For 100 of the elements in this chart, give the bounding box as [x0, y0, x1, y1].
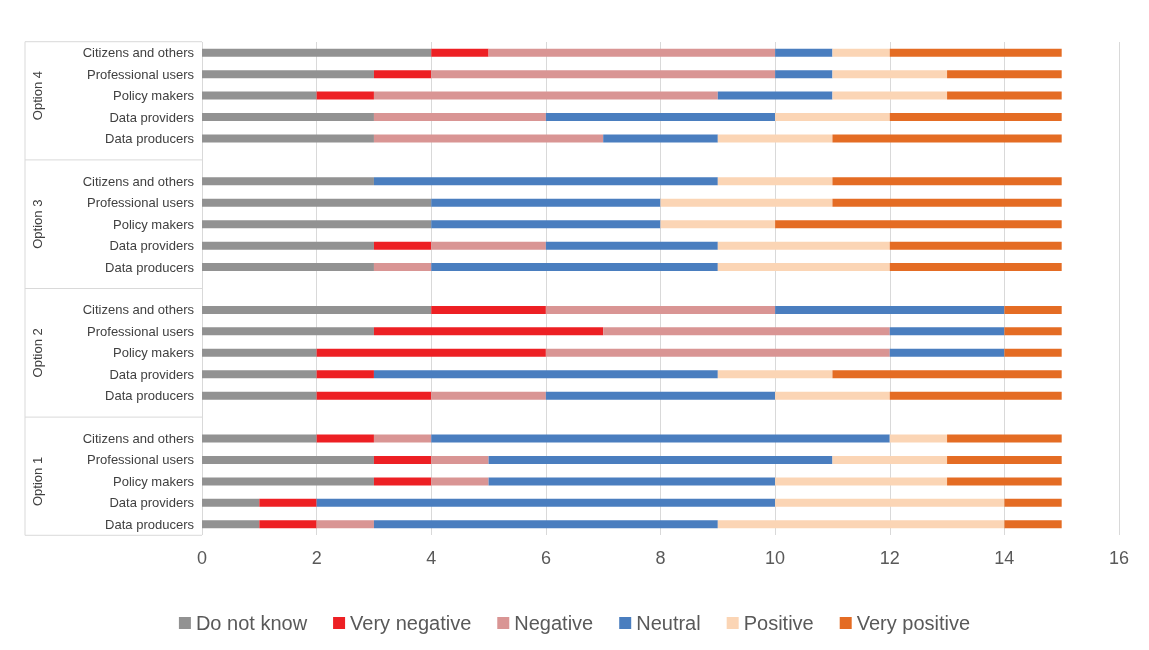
bar: [775, 70, 833, 79]
bar: [545, 113, 776, 122]
legend-label: Positive: [743, 612, 814, 634]
bar: [832, 177, 1062, 186]
bar: [202, 498, 260, 507]
y-tick-label: Policy makers: [113, 88, 195, 104]
x-tick-label: 16: [1108, 548, 1130, 568]
y-tick-label: Data producers: [105, 130, 195, 146]
bar: [889, 113, 1062, 122]
bar: [431, 48, 489, 57]
bar: [889, 434, 948, 443]
bar: [717, 91, 833, 100]
bar: [775, 498, 1005, 507]
bar: [202, 520, 260, 529]
y-tick-label: Citizens and others: [82, 431, 195, 447]
bar: [316, 498, 776, 507]
y-tick-label: Citizens and others: [82, 173, 195, 189]
bar: [316, 348, 546, 357]
bar: [832, 198, 1062, 207]
y-tick-label: Professional users: [87, 323, 195, 339]
bar: [373, 434, 432, 443]
bar: [545, 305, 776, 314]
bar: [202, 241, 374, 250]
bar: [202, 177, 374, 186]
legend-label: Very positive: [856, 612, 971, 634]
bar: [316, 370, 374, 379]
bar: [717, 520, 1005, 529]
bar: [202, 263, 374, 272]
legend-label: Very negative: [350, 612, 472, 634]
x-tick-label: 6: [540, 548, 551, 568]
y-tick-label: Professional users: [87, 195, 195, 211]
bar: [832, 48, 890, 57]
bar: [373, 113, 546, 122]
y-tick-label: Policy makers: [113, 216, 195, 232]
bar: [1004, 498, 1062, 507]
x-tick-label: 0: [196, 548, 208, 568]
bar: [202, 91, 317, 100]
y-tick-label: Data providers: [109, 495, 195, 511]
bar: [316, 91, 374, 100]
text: Option 2: [29, 328, 45, 378]
bar: [431, 263, 718, 272]
y-tick-label: Data providers: [109, 238, 195, 254]
bar: [1004, 348, 1062, 357]
bar: [202, 455, 374, 464]
bar: [1004, 520, 1062, 529]
bar: [373, 370, 718, 379]
bar: [202, 48, 432, 57]
text: Option 3: [29, 199, 45, 249]
bar: [660, 220, 776, 229]
bar: [202, 305, 432, 314]
bar: [431, 305, 546, 314]
bar: [775, 305, 1005, 314]
bar: [373, 241, 432, 250]
bar: [775, 220, 1062, 229]
bar: [545, 391, 776, 400]
bar: [775, 113, 890, 122]
text: Option 4: [29, 71, 45, 121]
bar: [889, 48, 1062, 57]
bar: [373, 70, 432, 79]
bar: [431, 455, 489, 464]
bar: [889, 348, 1005, 357]
bar: [202, 327, 374, 336]
bar: [316, 391, 432, 400]
y-tick-label: Professional users: [87, 66, 195, 82]
bar: [431, 391, 546, 400]
bar: [373, 177, 718, 186]
bar: [660, 198, 833, 207]
bar: [488, 455, 833, 464]
bar: [947, 455, 1062, 464]
bar: [202, 113, 374, 122]
y-tick-label: Policy makers: [113, 345, 195, 361]
bar: [488, 477, 776, 486]
bar: [947, 434, 1062, 443]
y-tick-label: Data providers: [109, 109, 195, 125]
x-tick-label: 4: [426, 548, 437, 568]
bar: [832, 134, 1062, 143]
x-tick-label: 14: [994, 548, 1015, 568]
bar: [717, 370, 833, 379]
y-tick-label: Citizens and others: [82, 302, 195, 318]
legend-label: Neutral: [636, 612, 701, 634]
bar: [832, 70, 948, 79]
bar: [202, 434, 317, 443]
bar: [889, 327, 1005, 336]
bar: [259, 498, 317, 507]
y-tick-label: Data providers: [109, 366, 195, 382]
bar: [431, 477, 489, 486]
bar: [202, 198, 432, 207]
bar: [717, 177, 833, 186]
bar: [316, 434, 374, 443]
bar: [603, 327, 890, 336]
bar: [717, 241, 890, 250]
bar: [545, 241, 718, 250]
bar: [488, 48, 776, 57]
bar: [889, 391, 1062, 400]
bar: [373, 327, 604, 336]
bar: [947, 91, 1062, 100]
bar: [259, 520, 317, 529]
bar: [373, 477, 432, 486]
y-tick-label: Data producers: [105, 259, 195, 275]
bar: [1004, 327, 1062, 336]
